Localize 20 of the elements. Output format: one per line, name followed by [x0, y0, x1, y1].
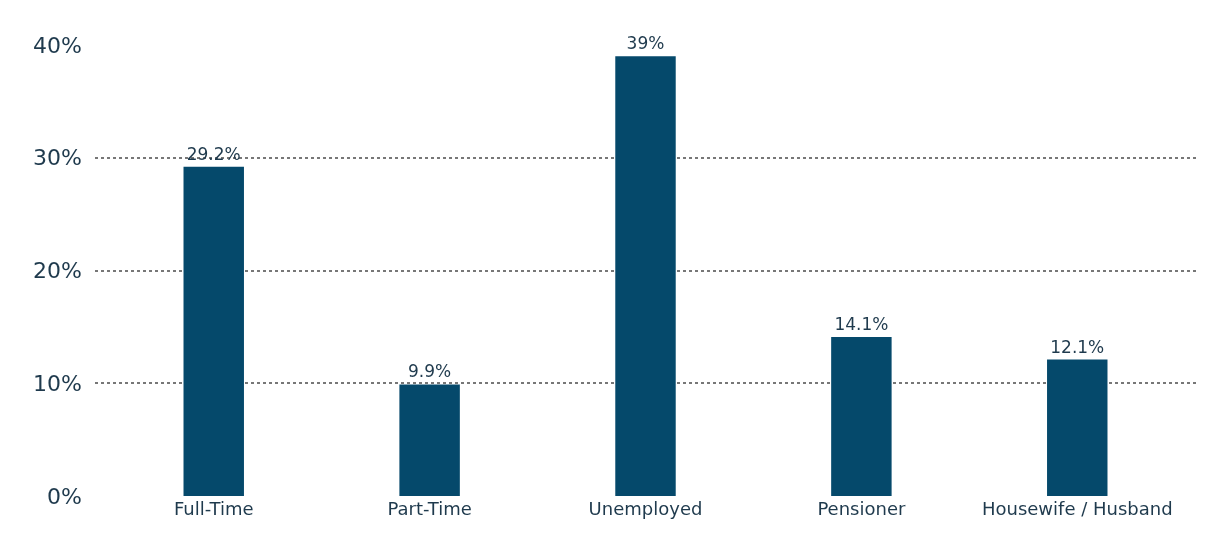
x-tick-label: Pensioner — [817, 498, 906, 519]
y-tick-label: 30% — [33, 145, 82, 171]
y-tick-label: 20% — [33, 258, 82, 284]
data-label: 14.1% — [834, 314, 889, 335]
data-label: 39% — [626, 33, 665, 54]
bar — [1047, 359, 1108, 496]
y-tick-label: 40% — [33, 32, 82, 58]
data-label: 12.1% — [1050, 336, 1105, 357]
x-tick-label: Part-Time — [387, 498, 472, 519]
data-label: 29.2% — [186, 143, 241, 164]
bar — [615, 56, 676, 496]
bar — [399, 384, 460, 496]
y-tick-label: 0% — [47, 483, 82, 509]
data-label: 9.9% — [408, 361, 452, 382]
y-tick-label: 10% — [33, 370, 82, 396]
x-tick-label: Housewife / Husband — [981, 498, 1173, 519]
bar — [183, 166, 244, 496]
bar — [831, 337, 892, 496]
x-tick-label: Full-Time — [173, 498, 254, 519]
x-tick-label: Unemployed — [588, 498, 703, 519]
